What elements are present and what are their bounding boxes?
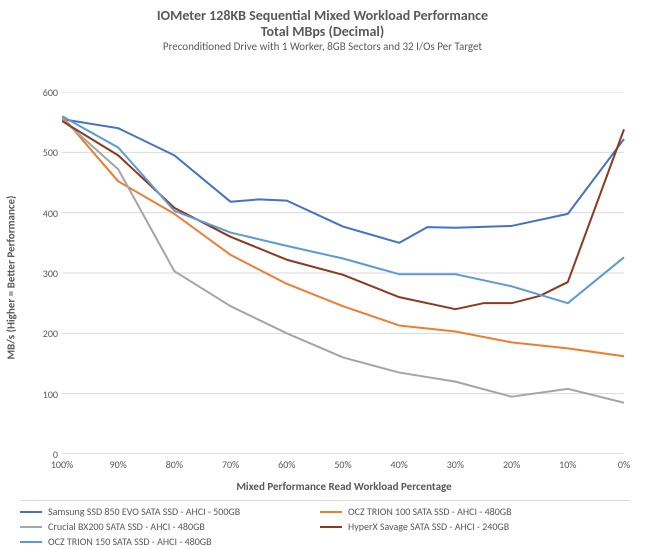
x-tick-label: 90% — [104, 458, 132, 471]
x-tick-label: 100% — [48, 458, 76, 471]
chart-subtitle: Preconditioned Drive with 1 Worker, 8GB … — [0, 40, 645, 53]
legend-label: HyperX Savage SATA SSD - AHCI - 240GB — [348, 520, 509, 533]
x-tick-label: 40% — [385, 458, 413, 471]
x-tick-label: 60% — [273, 458, 301, 471]
x-tick-label: 20% — [498, 458, 526, 471]
plot-area — [62, 92, 626, 454]
legend-item: Samsung SSD 850 EVO SATA SSD - AHCI - 50… — [20, 505, 320, 518]
x-axis-label: Mixed Performance Read Workload Percenta… — [62, 480, 626, 493]
legend-label: Crucial BX200 SATA SSD - AHCI - 480GB — [48, 520, 205, 533]
y-tick-label: 400 — [43, 207, 58, 220]
y-tick-label: 100 — [43, 388, 58, 401]
legend-label: Samsung SSD 850 EVO SATA SSD - AHCI - 50… — [48, 505, 240, 518]
x-tick-label: 30% — [441, 458, 469, 471]
legend-label: OCZ TRION 100 SATA SSD - AHCI - 480GB — [348, 505, 512, 518]
legend-item: OCZ TRION 100 SATA SSD - AHCI - 480GB — [320, 505, 620, 518]
plot-svg — [62, 92, 626, 454]
y-axis-label-text: MB/s (Higher = Better Performance) — [5, 195, 18, 359]
legend-item: HyperX Savage SATA SSD - AHCI - 240GB — [320, 520, 620, 533]
legend-swatch — [20, 541, 42, 543]
title-block: IOMeter 128KB Sequential Mixed Workload … — [0, 8, 645, 53]
series-line — [62, 121, 624, 309]
x-tick-label: 70% — [217, 458, 245, 471]
x-tick-label: 0% — [610, 458, 638, 471]
y-axis-label: MB/s (Higher = Better Performance) — [4, 92, 18, 462]
x-tick-label: 50% — [329, 458, 357, 471]
y-tick-label: 200 — [43, 327, 58, 340]
legend-item: OCZ TRION 150 SATA SSD - AHCI - 480GB — [20, 535, 320, 548]
x-tick-label: 10% — [554, 458, 582, 471]
chart-title-2: Total MBps (Decimal) — [0, 24, 645, 40]
y-tick-label: 600 — [43, 86, 58, 99]
x-tick-label: 80% — [160, 458, 188, 471]
legend-swatch — [20, 511, 42, 513]
legend-swatch — [320, 526, 342, 528]
legend-swatch — [320, 511, 342, 513]
legend-label: OCZ TRION 150 SATA SSD - AHCI - 480GB — [48, 535, 212, 548]
series-line — [62, 119, 624, 403]
legend-swatch — [20, 526, 42, 528]
chart-title-1: IOMeter 128KB Sequential Mixed Workload … — [0, 8, 645, 24]
legend: Samsung SSD 850 EVO SATA SSD - AHCI - 50… — [20, 500, 630, 549]
y-tick-label: 500 — [43, 146, 58, 159]
legend-item: Crucial BX200 SATA SSD - AHCI - 480GB — [20, 520, 320, 533]
chart-container: IOMeter 128KB Sequential Mixed Workload … — [0, 0, 645, 549]
y-tick-label: 300 — [43, 267, 58, 280]
